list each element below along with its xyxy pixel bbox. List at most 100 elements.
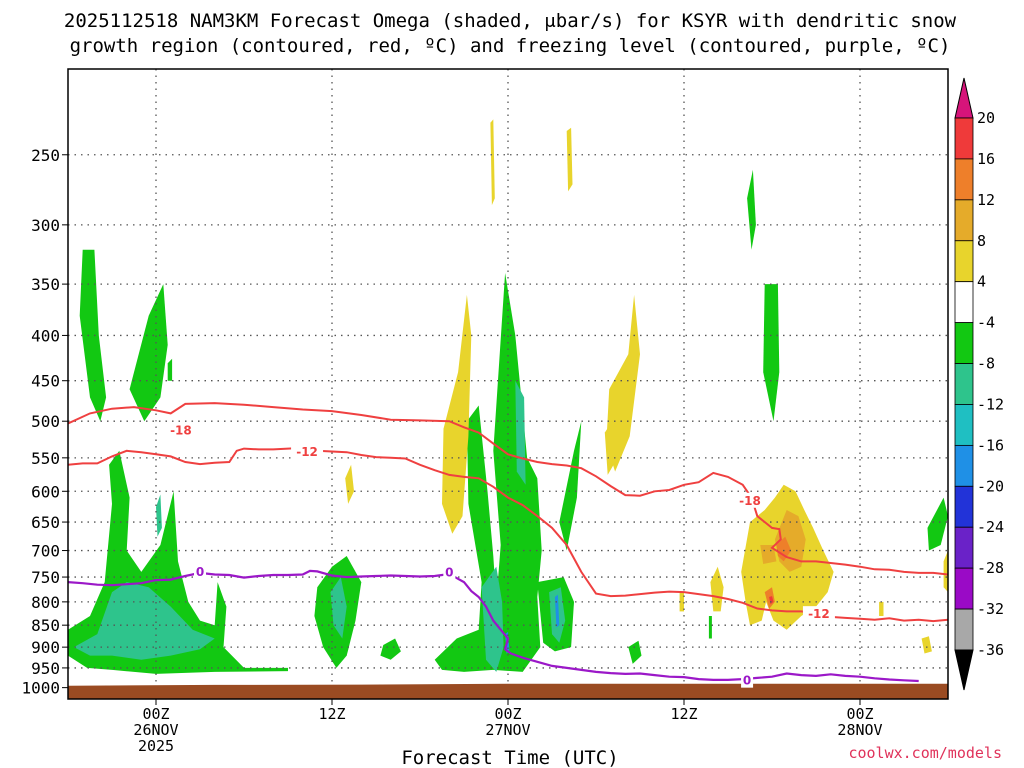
y-tick-label: 750 [31, 568, 60, 587]
omega-region-5 [156, 494, 162, 537]
colorbar-label: -36 [977, 641, 1004, 659]
x-tick-date: 28NOV [837, 721, 882, 739]
contour-label-bg [802, 606, 835, 622]
freezing-label-bg [443, 564, 456, 580]
omega-region-38 [679, 592, 684, 612]
omega-region-1 [129, 284, 168, 422]
freezing-label-bg [741, 672, 754, 688]
omega-region-2 [167, 358, 173, 381]
omega-region-0 [79, 249, 107, 422]
colorbar-bin [954, 363, 974, 405]
colorbar-label: 20 [977, 109, 995, 127]
dendritic-contour-label: -12 [296, 445, 318, 459]
omega-region-36 [921, 636, 932, 654]
colorbar-bin [954, 526, 974, 569]
colorbar-label: -24 [977, 518, 1004, 536]
omega-region-19 [747, 169, 756, 250]
colorbar-label: 4 [977, 273, 986, 291]
dendritic-contour--18 [68, 402, 948, 576]
colorbar: 20 16 12 8 4 -4 -8 -12 -16 -20 -24 -28 -32 -36 [954, 77, 1004, 691]
terrain-layer [68, 683, 948, 699]
contour-layer: -18 -12 -18 -12 0 0 0 [68, 402, 948, 688]
colorbar-bin [954, 199, 974, 242]
colorbar-label: -4 [977, 314, 995, 332]
y-tick-label: 650 [31, 513, 60, 532]
omega-region-28 [710, 566, 724, 612]
colorbar-label: -12 [977, 395, 1004, 413]
contour-label-bg [734, 492, 766, 508]
colorbar-bin [954, 567, 974, 610]
omega-region-26 [490, 119, 495, 206]
omega-region-23 [606, 294, 640, 472]
colorbar-bin [954, 158, 974, 201]
omega-region-4 [73, 582, 215, 660]
omega-region-18 [763, 284, 780, 422]
omega-region-17 [628, 640, 642, 664]
y-tick-label: 350 [31, 275, 60, 294]
omega-region-25 [604, 421, 614, 475]
y-tick-label: 500 [31, 412, 60, 431]
plot-area: -18 -12 -18 -12 0 0 0 [68, 69, 948, 699]
y-tick-label: 850 [31, 616, 60, 635]
freezing-level-label: 0 [196, 565, 204, 579]
gridlines [68, 69, 948, 699]
y-tick-label: 1000 [21, 679, 60, 698]
freezing-level-contour [68, 569, 919, 683]
y-tick-label: 950 [31, 659, 60, 678]
omega-region-32 [776, 536, 792, 562]
freezing-level-label: 0 [743, 674, 751, 688]
omega-region-31 [760, 545, 777, 564]
omega-region-14 [554, 594, 560, 628]
omega-region-37 [879, 601, 884, 616]
omega-region-7 [330, 577, 347, 639]
dendritic-contour-label: -18 [739, 494, 761, 508]
x-tick-label: 00Z [846, 705, 873, 723]
colorbar-under-arrow [954, 649, 974, 691]
x-tick-label: 12Z [670, 705, 697, 723]
colorbar-label: -8 [977, 355, 995, 373]
y-tick-label: 900 [31, 638, 60, 657]
dendritic-contour--12 [68, 446, 948, 623]
colorbar-bin [954, 240, 974, 283]
x-tick-date: 26NOV [133, 721, 178, 739]
y-tick-label: 400 [31, 326, 60, 345]
omega-region-16 [559, 421, 582, 551]
y-tick-label: 250 [31, 146, 60, 165]
x-tick-year: 2025 [138, 737, 174, 755]
terrain [68, 683, 948, 699]
x-tick-date: 27NOV [485, 721, 530, 739]
y-tick-label: 800 [31, 593, 60, 612]
colorbar-label: 8 [977, 232, 986, 250]
colorbar-label: -32 [977, 600, 1004, 618]
omega-region-35 [943, 550, 948, 593]
colorbar-bin [954, 608, 974, 651]
colorbar-bin [954, 281, 974, 324]
x-tick-label: 00Z [142, 705, 169, 723]
omega-region-20 [927, 497, 948, 551]
dendritic-contour-label: -18 [170, 423, 192, 437]
colorbar-over-arrow [954, 77, 974, 119]
dendritic-contour-label: -12 [808, 607, 830, 621]
colorbar-label: 12 [977, 191, 995, 209]
colorbar-bin [954, 117, 974, 160]
contour-label-bg [164, 422, 197, 438]
credit-text: coolwx.com/models [848, 744, 1002, 762]
colorbar-label: -28 [977, 559, 1004, 577]
colorbar-label: -20 [977, 477, 1004, 495]
colorbar-bin [954, 322, 974, 364]
colorbar-bin [954, 485, 974, 528]
x-tick-label: 00Z [494, 705, 521, 723]
freezing-label-bg [194, 563, 206, 579]
colorbar-label: -16 [977, 436, 1004, 454]
colorbar-bin [954, 404, 974, 446]
omega-region-21 [708, 616, 712, 639]
y-tick-label: 300 [31, 216, 60, 235]
colorbar-bin [954, 444, 974, 487]
y-tick-label: 550 [31, 449, 60, 468]
omega-region-9 [434, 273, 542, 672]
chart-title-line-1: 2025112518 NAM3KM Forecast Omega (shaded… [64, 10, 957, 32]
y-axis: 250 300 350 400 450 500 550 600 650 700 750 800 850 9… [21, 146, 68, 698]
y-tick-label: 600 [31, 482, 60, 501]
